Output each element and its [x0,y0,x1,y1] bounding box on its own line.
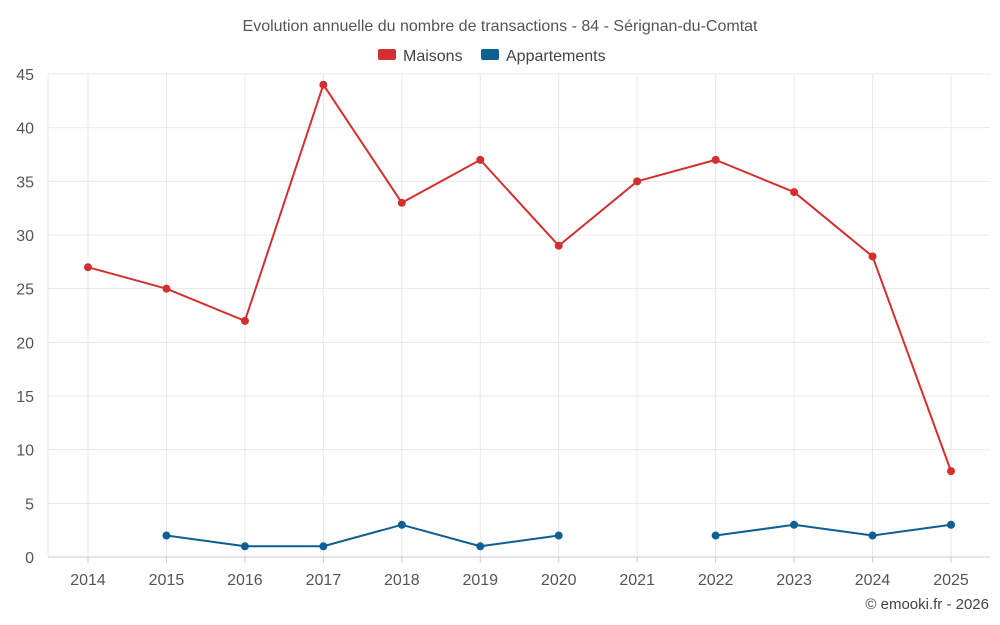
x-tick-label: 2014 [70,572,106,589]
data-point-appartements-2017[interactable] [319,542,328,551]
axes [47,74,990,563]
chart-title: Evolution annuelle du nombre de transact… [243,18,759,35]
x-tick-label: 2019 [462,572,498,589]
data-point-maisons-2023[interactable] [790,188,799,197]
data-point-maisons-2020[interactable] [554,241,563,250]
x-tick-label: 2018 [384,572,420,589]
x-tick-label: 2025 [933,572,969,589]
data-point-maisons-2018[interactable] [397,198,406,207]
y-tick-label: 20 [16,335,34,352]
legend-item-appartements[interactable]: Appartements [481,48,606,65]
y-tick-label: 30 [16,228,34,245]
data-point-appartements-2016[interactable] [240,542,249,551]
data-point-appartements-2019[interactable] [476,542,485,551]
y-tick-label: 0 [25,550,34,567]
y-tick-label: 45 [16,67,34,84]
x-tick-label: 2016 [227,572,263,589]
x-tick-label: 2023 [776,572,812,589]
data-point-appartements-2022[interactable] [711,531,720,540]
legend-swatch-maisons [378,49,396,60]
y-tick-label: 25 [16,282,34,299]
y-tick-label: 10 [16,443,34,460]
data-point-maisons-2016[interactable] [240,316,249,325]
y-tick-label: 5 [25,496,34,513]
legend-item-maisons[interactable]: Maisons [378,48,463,65]
x-tick-label: 2024 [855,572,891,589]
y-tick-labels: 0 5 10 15 20 25 30 35 40 45 [16,67,34,567]
x-tick-label: 2017 [306,572,342,589]
legend-label-maisons: Maisons [403,48,463,65]
data-point-maisons-2019[interactable] [476,155,485,164]
y-tick-label: 40 [16,121,34,138]
data-point-appartements-2020[interactable] [554,531,563,540]
data-point-maisons-2024[interactable] [868,252,877,261]
data-point-maisons-2014[interactable] [84,263,92,272]
data-point-maisons-2015[interactable] [162,284,171,293]
x-tick-label: 2020 [541,572,577,589]
y-tick-label: 15 [16,389,34,406]
data-point-appartements-2024[interactable] [868,531,877,540]
x-tick-label: 2015 [149,572,185,589]
data-point-maisons-2017[interactable] [319,80,328,89]
gridlines [48,73,990,557]
credit-text: © emooki.fr - 2026 [865,596,989,613]
x-tick-label: 2022 [698,572,734,589]
data-point-maisons-2022[interactable] [711,155,720,164]
series-line-appartements [166,523,559,548]
data-point-appartements-2023[interactable] [790,520,799,529]
data-point-maisons-2021[interactable] [633,177,642,186]
data-point-appartements-2018[interactable] [397,520,406,529]
series [84,80,955,551]
y-tick-label: 35 [16,174,34,191]
legend-label-appartements: Appartements [506,48,606,65]
x-tick-label: 2021 [619,572,655,589]
data-point-maisons-2025[interactable] [947,467,955,476]
data-point-appartements-2015[interactable] [162,531,171,540]
x-tick-labels: 2014 2015 2016 2017 2018 2019 2020 2021 2022 2023… [70,572,969,589]
series-line-appartements [715,523,952,537]
legend-swatch-appartements [481,49,499,60]
data-point-appartements-2025[interactable] [947,520,955,529]
series-line-maisons [87,83,952,472]
legend: Maisons Appartements [378,48,606,65]
